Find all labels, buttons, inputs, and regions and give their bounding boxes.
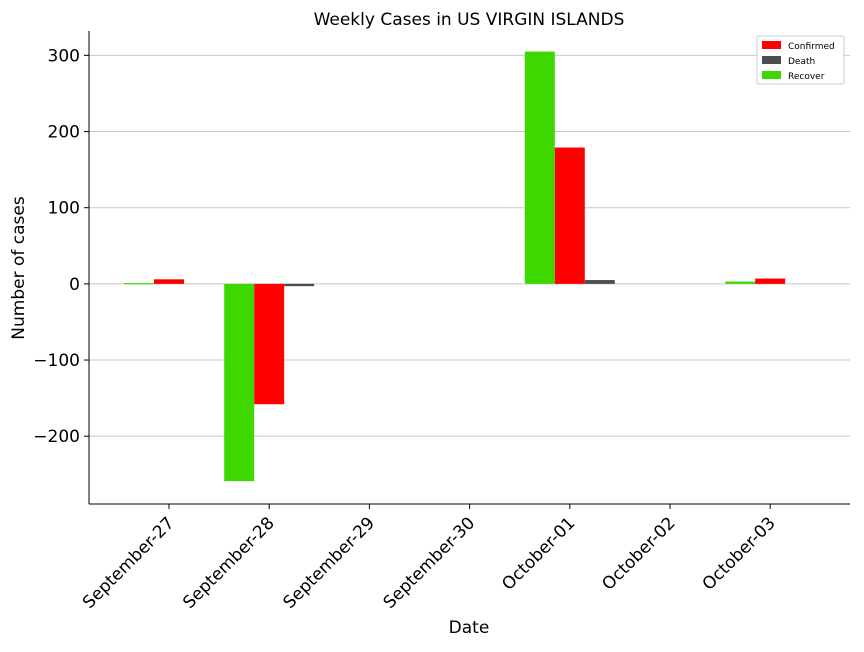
y-tick-label: 0	[69, 275, 80, 295]
bar-recover	[524, 51, 555, 284]
legend-label: Death	[788, 57, 815, 67]
bar-confirmed	[154, 279, 184, 284]
legend-swatch	[762, 41, 781, 49]
x-tick-label: September-30	[380, 513, 479, 612]
bar-death	[584, 280, 615, 284]
x-tick-label: September-28	[179, 513, 278, 612]
y-tick-label: 100	[48, 199, 80, 219]
axes	[88, 31, 850, 505]
y-tick-label: −200	[33, 427, 80, 447]
y-tick-label: 300	[48, 46, 80, 66]
bar-recover	[224, 283, 255, 482]
bar-confirmed	[755, 278, 786, 284]
x-axis-label: Date	[449, 618, 490, 638]
bar-recover	[124, 283, 154, 285]
chart-title: Weekly Cases in US VIRGIN ISLANDS	[314, 10, 625, 30]
legend-label: Recover	[788, 72, 825, 82]
legend-swatch	[762, 56, 781, 64]
bars	[124, 51, 786, 482]
legend: Confirmed Death Recover	[756, 35, 845, 85]
legend-swatch	[762, 71, 781, 79]
x-tick-label: October-03	[699, 513, 780, 594]
x-tick-label: October-02	[598, 513, 679, 594]
x-tick-label: September-27	[79, 513, 178, 612]
bar-confirmed	[554, 147, 585, 284]
x-tick-label: September-29	[279, 513, 378, 612]
gridlines	[89, 54, 850, 437]
legend-label: Confirmed	[788, 42, 835, 52]
bar-death	[284, 283, 315, 287]
y-tick-label: 200	[48, 123, 80, 143]
y-axis-label: Number of cases	[9, 196, 29, 340]
y-tick-label: −100	[33, 351, 80, 371]
bar-confirmed	[254, 283, 285, 405]
x-tick-label: October-01	[498, 513, 579, 594]
bar-recover	[725, 281, 756, 284]
